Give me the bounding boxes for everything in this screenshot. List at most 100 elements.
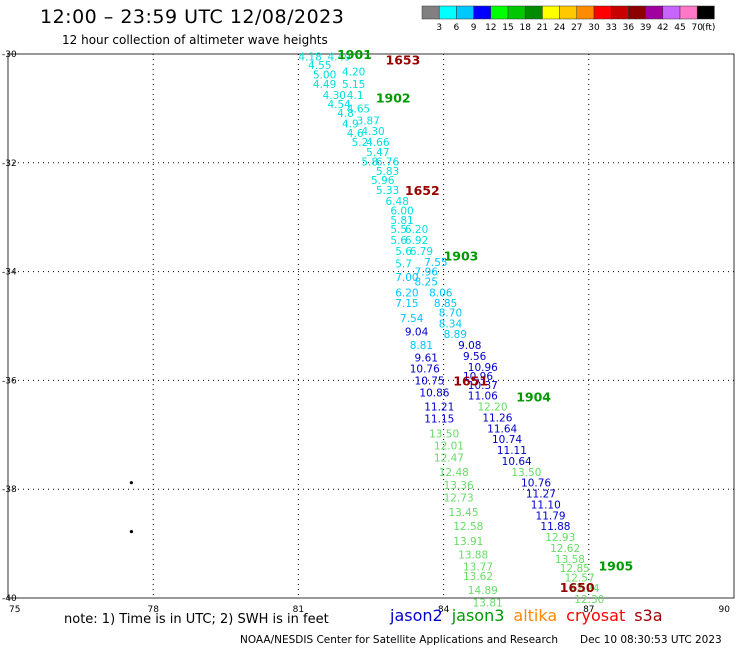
swh-value: 6.79 xyxy=(410,246,433,258)
swh-value: 4.1 xyxy=(347,90,364,102)
x-tick-label: 81 xyxy=(293,605,304,615)
legend-altika: altika xyxy=(513,606,558,625)
swh-value: 4.65 xyxy=(347,103,370,115)
swh-value: 12.20 xyxy=(477,402,507,414)
swh-value: 10.96 xyxy=(463,371,493,383)
swh-value: 10.76 xyxy=(521,478,551,490)
swh-value: 5.8 xyxy=(361,157,378,169)
position-marker xyxy=(129,530,134,534)
pass-time-label: 1652 xyxy=(405,183,440,198)
grid xyxy=(8,54,734,598)
colorbar-label: 42 xyxy=(657,23,668,33)
colorbar-unit: (ft) xyxy=(702,23,716,33)
colorbar-label: 33 xyxy=(605,23,616,33)
swh-value: 13.45 xyxy=(448,507,478,519)
markers xyxy=(129,481,134,534)
swh-value: 4.6 xyxy=(347,128,364,140)
colorbar-swatch xyxy=(696,5,715,20)
pass-time-label: 1902 xyxy=(376,91,411,106)
colorbar-label: 9 xyxy=(471,23,477,33)
x-tick-label: 75 xyxy=(9,605,20,615)
swh-value: 5.96 xyxy=(371,175,395,187)
swh-value: 5.15 xyxy=(342,79,365,91)
x-tick-label: 84 xyxy=(438,605,450,615)
swh-value: 9.04 xyxy=(405,326,429,338)
swh-value: 8.25 xyxy=(415,276,438,288)
legend-s3a: s3a xyxy=(634,606,663,625)
swh-value: 10.75 xyxy=(415,375,445,387)
swh-value: 8.70 xyxy=(439,307,462,319)
swh-value: 5.33 xyxy=(376,185,399,197)
pass-time-label: 1651 xyxy=(453,373,488,388)
swh-value: 10.37 xyxy=(468,380,498,392)
data-points: 4.18 4.494.554.205.004.49 5.154.30 4.14.544… xyxy=(298,52,604,610)
x-tick-label: 78 xyxy=(147,605,159,615)
swh-value: 13.50 xyxy=(429,429,459,441)
swh-value: 12.62 xyxy=(550,543,580,555)
swh-value: 5.6 xyxy=(390,235,407,247)
colorbar-swatch xyxy=(559,5,578,20)
swh-value: 5.83 xyxy=(376,166,399,178)
swh-value: 10.86 xyxy=(419,387,449,399)
legend-jason2: jason2 xyxy=(390,606,443,625)
swh-value: 12.58 xyxy=(453,521,483,533)
swh-value: 11.21 xyxy=(424,402,454,414)
footer-credit: NOAA/NESDIS Center for Satellite Applica… xyxy=(240,634,558,646)
colorbar-label: 36 xyxy=(623,23,635,33)
pass-time-label: 1905 xyxy=(598,558,633,573)
swh-value: 7.55 xyxy=(424,257,447,269)
swh-value: 11.11 xyxy=(497,445,527,457)
note-text: note: 1) Time is in UTC; 2) SWH is in fe… xyxy=(64,612,329,627)
y-tick-label: -30 xyxy=(2,50,17,60)
swh-value: 9.08 xyxy=(458,340,481,352)
y-tick-label: -36 xyxy=(2,376,17,386)
swh-value: 7.96 xyxy=(415,267,439,279)
swh-value: 5.6 xyxy=(395,246,412,258)
swh-value: 6.20 xyxy=(405,224,428,236)
y-tick-label: -40 xyxy=(2,594,17,604)
colorbar-label: 21 xyxy=(537,23,548,33)
colorbar-swatch xyxy=(679,5,698,20)
colorbar-swatch xyxy=(490,5,509,20)
colorbar-label: 27 xyxy=(571,23,582,33)
colorbar-swatch xyxy=(456,5,474,20)
legend-cryosat: cryosat xyxy=(566,606,626,625)
swh-value: 11.88 xyxy=(540,521,570,533)
pass-time-label: 1904 xyxy=(516,390,551,405)
swh-value: 13.77 xyxy=(463,561,493,573)
swh-value: 12.30 xyxy=(574,594,604,606)
legend-jason3: jason3 xyxy=(451,606,505,625)
swh-value: 4.49 xyxy=(313,79,336,91)
x-tick-label: 90 xyxy=(719,605,731,615)
swh-value: 14.89 xyxy=(468,585,498,597)
colorbar-swatch xyxy=(610,5,629,20)
satellite-legend: jason2 jason3 altika cryosat s3a xyxy=(390,606,672,625)
swh-value: 13.50 xyxy=(511,467,541,479)
swh-value: 5.00 xyxy=(313,70,336,82)
y-tick-label: -34 xyxy=(2,268,17,278)
swh-value: 12.85 xyxy=(560,563,590,575)
colorbar-swatch xyxy=(662,5,681,20)
swh-value: 6.00 xyxy=(390,206,413,218)
colorbar-swatch xyxy=(421,5,440,20)
footer-timestamp: Dec 10 08:30:53 UTC 2023 xyxy=(580,634,722,646)
chart-subtitle: 12 hour collection of altimeter wave hei… xyxy=(62,33,328,47)
swh-value: 12.57 xyxy=(565,572,595,584)
colorbar-label: 45 xyxy=(674,23,685,33)
colorbar-swatch xyxy=(524,5,543,20)
swh-value: 12.93 xyxy=(545,532,575,544)
y-tick-label: -38 xyxy=(2,485,17,495)
colorbar-label: 6 xyxy=(454,23,460,33)
swh-value: 10.64 xyxy=(502,456,532,468)
plot-frame xyxy=(7,53,735,599)
colorbar-swatch xyxy=(507,5,526,20)
swh-value: 13.81 xyxy=(473,597,503,609)
swh-value: 6.20 xyxy=(395,287,418,299)
swh-value: 13.62 xyxy=(463,571,493,583)
swh-value: 6.48 xyxy=(386,196,409,208)
swh-value: 12.01 xyxy=(434,441,464,453)
colorbar-label: 18 xyxy=(519,23,531,33)
swh-value: 11.15 xyxy=(424,413,454,425)
swh-value: 9.61 xyxy=(415,353,438,365)
